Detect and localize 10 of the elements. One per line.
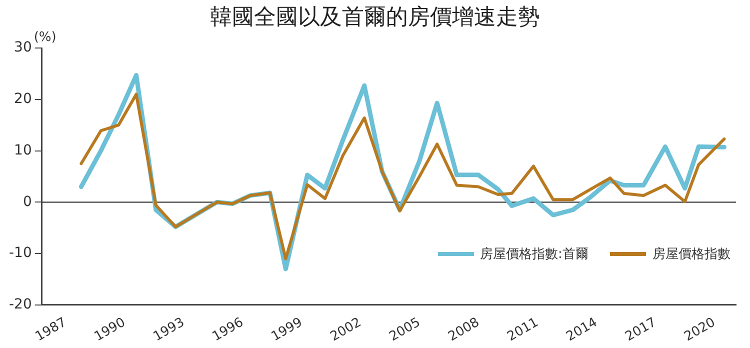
y-tick-label: 0 <box>22 194 32 210</box>
y-tick-label: -20 <box>8 296 32 313</box>
legend-label: 房屋價格指數:首爾 <box>480 246 588 263</box>
legend-label: 房屋價格指數 <box>652 246 730 263</box>
chart-title: 韓國全國以及首爾的房價增速走勢 <box>210 5 540 30</box>
y-tick-label: -10 <box>8 245 32 262</box>
y-tick-label: 10 <box>14 142 32 158</box>
y-tick-label: 20 <box>14 91 32 108</box>
y-axis-title: (%) <box>34 30 56 45</box>
y-tick-label: 30 <box>14 40 32 56</box>
